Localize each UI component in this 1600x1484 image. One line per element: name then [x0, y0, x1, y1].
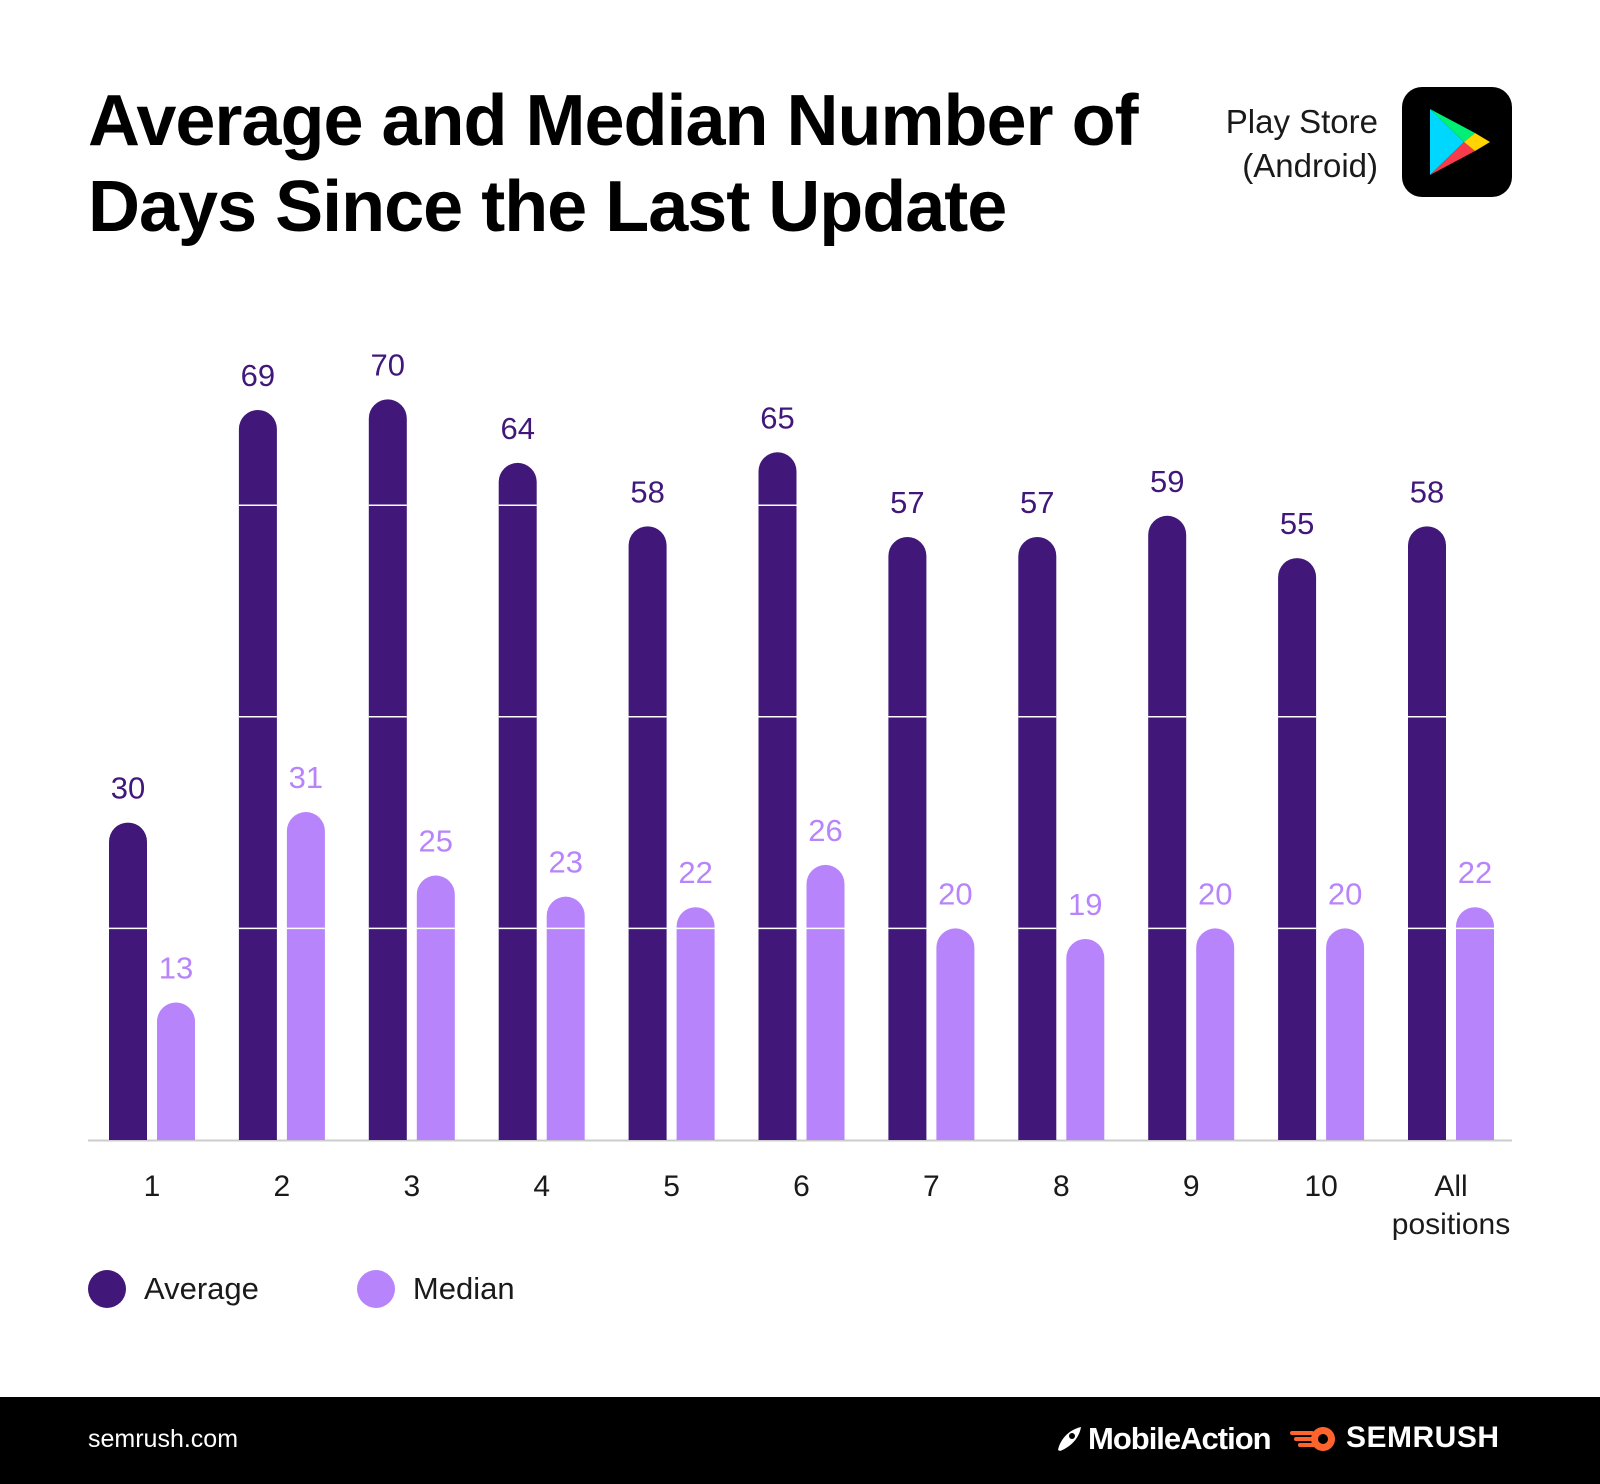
data-label-median-1: 13 [159, 950, 193, 985]
data-label-average-4: 64 [500, 411, 534, 446]
bar-average-3 [368, 399, 407, 1140]
tick-label-2: 2 [274, 1170, 291, 1203]
data-label-median-7: 20 [938, 876, 972, 911]
mobileaction-rocket-icon [1058, 1427, 1081, 1451]
bar-chart: 30 13 1 69 31 2 70 25 3 64 23 4 58 22 5 65 26 6 57 20 7 57 19 8… [88, 347, 1512, 1241]
data-label-average-8: 57 [1020, 485, 1054, 520]
data-label-median-2: 31 [289, 760, 323, 795]
bar-average-4 [498, 462, 537, 1140]
mobileaction-logo-text: MobileAction [1088, 1421, 1272, 1456]
data-label-median-3: 25 [419, 824, 453, 859]
bar-average-11 [1408, 526, 1446, 1140]
bar-average-9 [1148, 515, 1187, 1140]
bar-median-7 [936, 928, 975, 1140]
bar-median-1 [157, 1002, 195, 1140]
mobileaction-logo: MobileAction [1054, 1421, 1272, 1457]
legend-swatch-median [356, 1270, 395, 1308]
legend-label-median: Median [412, 1271, 515, 1306]
legend-swatch-average [88, 1270, 126, 1308]
data-label-median-5: 22 [678, 855, 712, 890]
tick-label-1: 1 [144, 1170, 161, 1203]
bar-average-5 [628, 526, 667, 1140]
data-label-average-10: 55 [1280, 506, 1314, 541]
bar-median-10 [1326, 928, 1365, 1140]
semrush-logo-text: SEMRUSH [1346, 1421, 1500, 1454]
bar-average-10 [1278, 558, 1317, 1140]
store-label-line1: Play Store [1225, 103, 1378, 140]
data-label-average-11: 58 [1410, 474, 1444, 509]
data-label-average-6: 65 [760, 400, 794, 435]
bar-median-5 [676, 907, 715, 1140]
store-label-line2: (Android) [1242, 147, 1378, 184]
bar-average-6 [758, 452, 797, 1140]
tick-label-7: 7 [923, 1170, 940, 1203]
tick-label-11: All positions [1392, 1170, 1510, 1241]
data-label-median-9: 20 [1198, 876, 1232, 911]
bar-average-1 [109, 822, 147, 1140]
data-label-average-7: 57 [890, 485, 924, 520]
tick-label-8: 8 [1053, 1170, 1070, 1203]
bar-median-6 [806, 864, 845, 1140]
data-label-median-8: 19 [1068, 887, 1102, 922]
legend-item-average: Average [88, 1270, 259, 1308]
data-label-average-3: 70 [371, 347, 405, 382]
bar-average-2 [238, 409, 277, 1140]
semrush-logo: SEMRUSH [1290, 1421, 1500, 1455]
bar-average-8 [1018, 536, 1057, 1140]
footer: semrush.com MobileAction SEMRUSH [0, 1397, 1600, 1484]
legend: Average Median [88, 1270, 613, 1308]
data-label-average-9: 59 [1150, 464, 1184, 499]
tick-label-10: 10 [1304, 1170, 1337, 1203]
bar-median-3 [416, 875, 455, 1140]
legend-item-median: Median [356, 1270, 515, 1308]
data-label-median-11: 22 [1458, 855, 1492, 890]
data-label-average-1: 30 [111, 771, 145, 806]
store-label: Play Store (Android) [1180, 100, 1378, 188]
bar-median-11 [1456, 907, 1494, 1140]
bar-median-4 [546, 896, 585, 1140]
tick-label-4: 4 [533, 1170, 550, 1203]
data-label-median-6: 26 [808, 813, 842, 848]
semrush-fire-icon [1290, 1427, 1335, 1451]
bar-median-2 [286, 812, 325, 1140]
bar-median-8 [1066, 938, 1105, 1140]
tick-label-5: 5 [663, 1170, 680, 1203]
bar-median-9 [1196, 928, 1235, 1140]
tick-label-6: 6 [793, 1170, 810, 1203]
data-label-median-10: 20 [1328, 876, 1362, 911]
tick-label-9: 9 [1183, 1170, 1200, 1203]
data-label-average-5: 58 [630, 474, 664, 509]
footer-url[interactable]: semrush.com [88, 1425, 239, 1453]
tick-label-3: 3 [403, 1170, 420, 1203]
data-label-median-4: 23 [548, 845, 582, 880]
google-play-icon [1402, 87, 1512, 197]
bar-average-7 [888, 536, 927, 1140]
legend-label-average: Average [144, 1271, 259, 1306]
data-label-average-2: 69 [241, 358, 275, 393]
page-title: Average and Median Number of Days Since … [88, 81, 1139, 247]
